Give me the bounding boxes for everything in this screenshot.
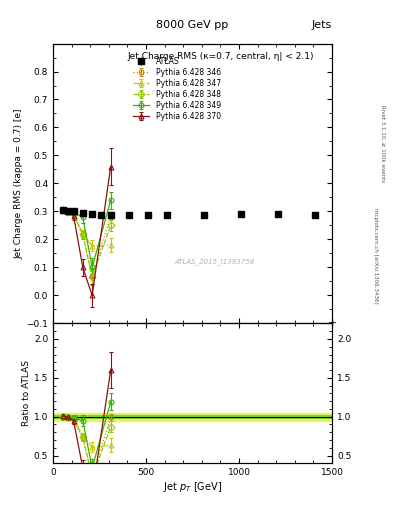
Text: ATLAS_2015_I1393758: ATLAS_2015_I1393758	[175, 259, 255, 265]
Text: Jet Charge RMS (κ=0.7, central, η| < 2.1): Jet Charge RMS (κ=0.7, central, η| < 2.1…	[127, 52, 314, 61]
Text: 8000 GeV pp: 8000 GeV pp	[156, 20, 229, 30]
Text: Jets: Jets	[312, 20, 332, 30]
Text: Rivet 3.1.10, ≥ 100k events: Rivet 3.1.10, ≥ 100k events	[381, 105, 386, 182]
Y-axis label: Ratio to ATLAS: Ratio to ATLAS	[22, 360, 31, 426]
X-axis label: Jet $p_T$ [GeV]: Jet $p_T$ [GeV]	[163, 480, 222, 494]
Text: mcplots.cern.ch [arXiv:1306.3436]: mcplots.cern.ch [arXiv:1306.3436]	[373, 208, 378, 304]
Y-axis label: Jet Charge RMS (kappa = 0.7) [e]: Jet Charge RMS (kappa = 0.7) [e]	[15, 108, 24, 259]
Legend: ATLAS, Pythia 6.428 346, Pythia 6.428 347, Pythia 6.428 348, Pythia 6.428 349, P: ATLAS, Pythia 6.428 346, Pythia 6.428 34…	[131, 56, 222, 122]
Text: +: +	[327, 318, 337, 328]
